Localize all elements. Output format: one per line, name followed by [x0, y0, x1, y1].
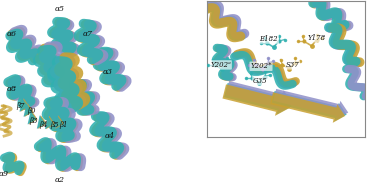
Text: Y202ᵃ: Y202ᵃ	[210, 61, 231, 69]
Text: α8: α8	[6, 85, 16, 93]
Text: α2: α2	[55, 176, 65, 184]
Text: S37: S37	[286, 61, 299, 69]
Text: β1: β1	[59, 121, 68, 129]
Text: α7: α7	[83, 30, 92, 38]
Text: β5: β5	[50, 121, 58, 129]
Text: α4: α4	[105, 132, 115, 140]
Text: β0: β0	[27, 107, 36, 115]
Text: β3: β3	[29, 117, 38, 125]
Text: α3: α3	[103, 68, 113, 76]
Text: Y202*: Y202*	[250, 62, 272, 70]
Text: G35: G35	[253, 77, 268, 84]
Text: β7: β7	[16, 102, 25, 110]
Text: E182: E182	[259, 35, 278, 43]
Text: α5: α5	[55, 5, 65, 12]
Text: α6: α6	[6, 30, 16, 38]
Text: β4: β4	[40, 121, 48, 129]
Text: α9: α9	[0, 170, 9, 178]
Text: Y178: Y178	[307, 34, 325, 42]
